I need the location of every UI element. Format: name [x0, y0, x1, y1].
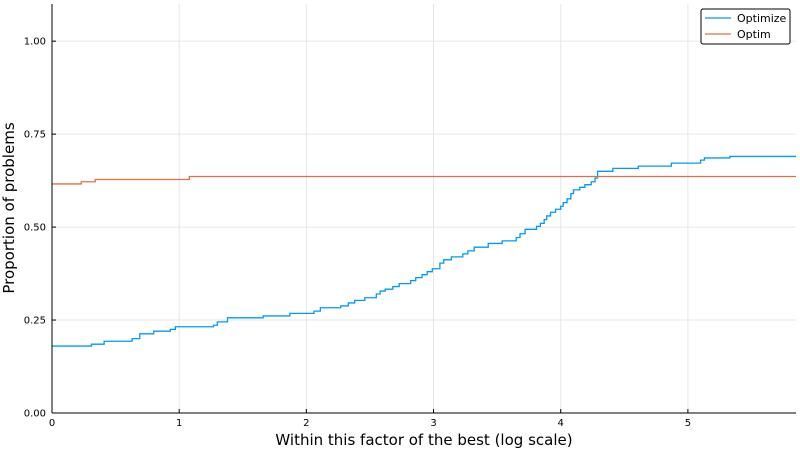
y-tick-label: 0.25 [24, 316, 46, 327]
series-line-optimize [52, 155, 796, 347]
x-tick-label: 5 [685, 418, 691, 429]
y-tick-label: 1.00 [24, 37, 46, 48]
x-tick-label: 3 [430, 418, 436, 429]
y-tick-label: 0.75 [24, 130, 46, 141]
legend: Optimize Optim [700, 8, 791, 45]
axes [51, 4, 796, 414]
series-lines [52, 155, 796, 347]
series-line-optim [52, 175, 796, 185]
legend-label-optimize: Optimize [737, 12, 787, 25]
y-axis-label: Proportion of problems [0, 122, 18, 293]
x-tick-label: 1 [176, 418, 182, 429]
x-tick-label: 4 [558, 418, 564, 429]
y-tick-label: 0.50 [24, 223, 46, 234]
grid-lines [51, 4, 796, 414]
x-tick-label: 2 [303, 418, 309, 429]
x-axis-label: Within this factor of the best (log scal… [275, 431, 572, 449]
legend-label-optim: Optim [737, 28, 771, 41]
y-tick-label: 0.00 [24, 409, 46, 420]
x-tick-label: 0 [49, 418, 55, 429]
ticks: 0 1 2 3 4 5 0.00 0.25 0.50 0.75 1.00 [24, 37, 691, 429]
